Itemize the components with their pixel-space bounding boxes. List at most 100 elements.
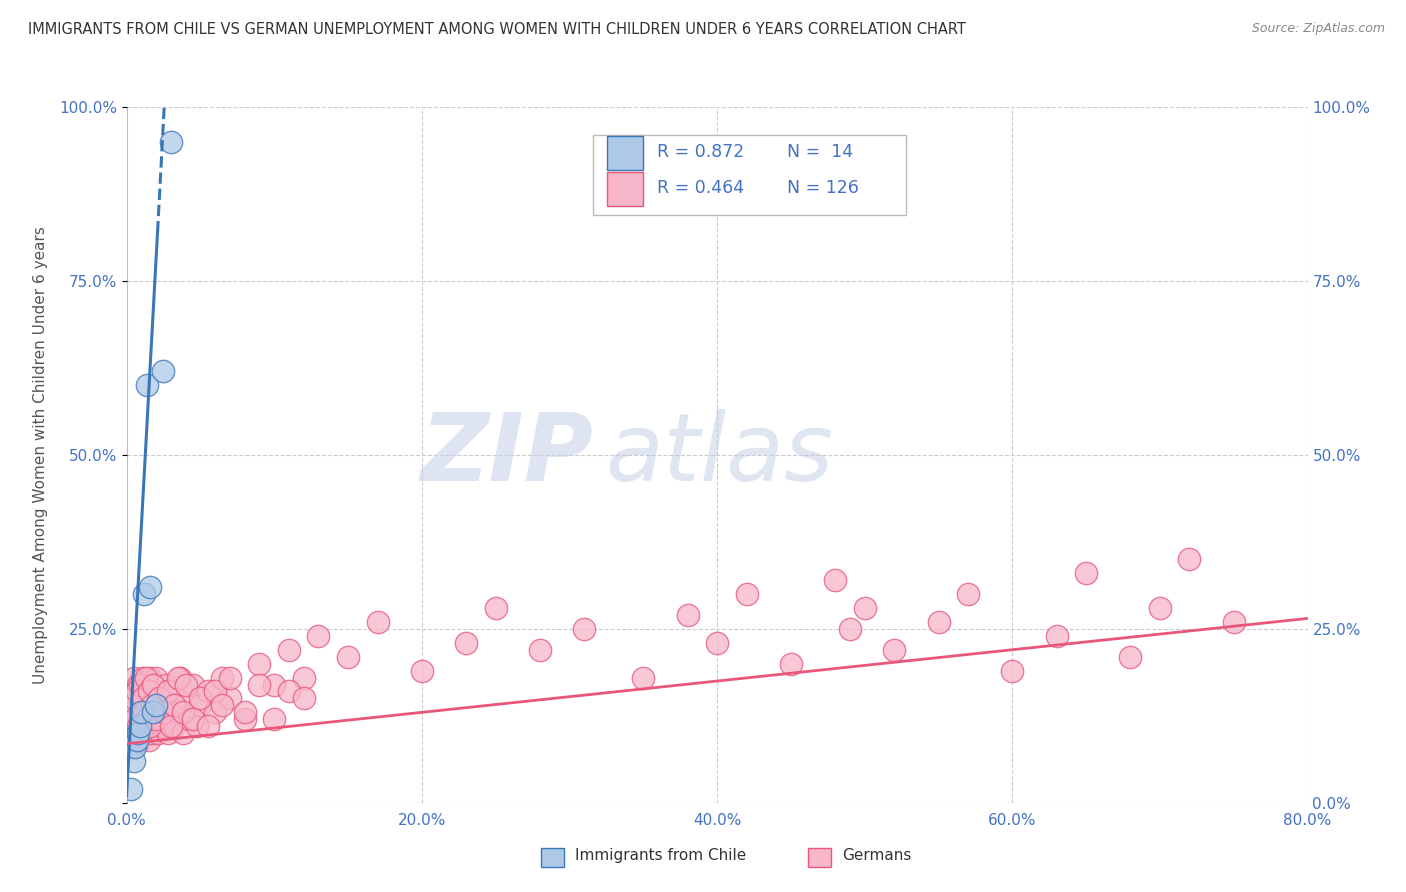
Point bbox=[145, 712, 167, 726]
Point bbox=[278, 642, 301, 657]
Point bbox=[247, 677, 270, 691]
Point bbox=[138, 684, 160, 698]
Point bbox=[125, 684, 148, 698]
Point bbox=[292, 671, 315, 685]
Point bbox=[136, 719, 159, 733]
Point bbox=[204, 706, 226, 720]
Text: R = 0.872: R = 0.872 bbox=[657, 144, 744, 161]
Point bbox=[853, 601, 876, 615]
Point bbox=[124, 712, 146, 726]
Point bbox=[153, 706, 176, 720]
Text: R = 0.464: R = 0.464 bbox=[657, 179, 744, 197]
Point bbox=[127, 712, 149, 726]
Point bbox=[136, 378, 159, 392]
Point bbox=[211, 698, 233, 713]
Point bbox=[127, 726, 149, 740]
Point bbox=[307, 629, 329, 643]
Point bbox=[125, 733, 148, 747]
Point bbox=[152, 364, 174, 378]
Point bbox=[167, 706, 190, 720]
Point bbox=[1045, 629, 1069, 643]
Point bbox=[174, 677, 197, 691]
Point bbox=[124, 684, 146, 698]
Point bbox=[676, 607, 699, 622]
Point bbox=[928, 615, 950, 629]
Point bbox=[122, 706, 145, 720]
FancyBboxPatch shape bbox=[593, 135, 905, 215]
Point bbox=[172, 726, 194, 740]
Point bbox=[134, 587, 156, 601]
Point bbox=[1076, 566, 1098, 581]
Point bbox=[125, 726, 148, 740]
Point bbox=[165, 698, 187, 713]
Point bbox=[197, 684, 219, 698]
Point bbox=[263, 712, 285, 726]
Text: Germans: Germans bbox=[842, 847, 911, 863]
Point bbox=[484, 601, 508, 615]
Point bbox=[172, 706, 194, 720]
Point bbox=[145, 698, 167, 713]
Point bbox=[156, 684, 179, 698]
Point bbox=[779, 657, 801, 671]
Point bbox=[152, 706, 174, 720]
Point bbox=[211, 671, 233, 685]
Text: atlas: atlas bbox=[605, 409, 834, 500]
Point bbox=[159, 135, 183, 149]
Point bbox=[141, 691, 163, 706]
Point bbox=[159, 712, 183, 726]
Point bbox=[120, 781, 142, 796]
Point bbox=[167, 671, 190, 685]
Point bbox=[181, 677, 204, 691]
Point bbox=[177, 712, 200, 726]
Point bbox=[120, 712, 142, 726]
Point bbox=[121, 691, 143, 706]
Point bbox=[143, 719, 166, 733]
Point bbox=[135, 684, 157, 698]
Point bbox=[134, 706, 156, 720]
Point bbox=[141, 726, 163, 740]
Point bbox=[838, 622, 860, 636]
Point bbox=[139, 706, 162, 720]
Point bbox=[163, 719, 186, 733]
Point bbox=[120, 698, 142, 713]
Point bbox=[122, 691, 145, 706]
Text: Source: ZipAtlas.com: Source: ZipAtlas.com bbox=[1251, 22, 1385, 36]
Point bbox=[233, 706, 256, 720]
Point bbox=[122, 740, 145, 755]
Point bbox=[142, 706, 165, 720]
Point bbox=[956, 587, 979, 601]
Point bbox=[128, 691, 150, 706]
Point bbox=[181, 712, 204, 726]
Point bbox=[1119, 649, 1142, 664]
Point bbox=[1149, 601, 1171, 615]
Point bbox=[129, 684, 153, 698]
Point bbox=[142, 677, 165, 691]
Point bbox=[135, 671, 157, 685]
Point bbox=[139, 580, 162, 594]
Point bbox=[146, 726, 169, 740]
Y-axis label: Unemployment Among Women with Children Under 6 years: Unemployment Among Women with Children U… bbox=[32, 226, 48, 684]
Text: N = 126: N = 126 bbox=[787, 179, 859, 197]
Point bbox=[139, 719, 162, 733]
Point bbox=[132, 671, 155, 685]
Point bbox=[735, 587, 758, 601]
Point bbox=[139, 671, 162, 685]
Point bbox=[135, 712, 157, 726]
Point bbox=[529, 642, 551, 657]
Point bbox=[142, 677, 165, 691]
Point bbox=[156, 726, 179, 740]
Point bbox=[292, 691, 315, 706]
Point bbox=[148, 691, 170, 706]
Point bbox=[152, 691, 174, 706]
Point bbox=[150, 719, 173, 733]
Point bbox=[124, 719, 146, 733]
Point bbox=[125, 698, 148, 713]
Point bbox=[122, 671, 145, 685]
Point bbox=[124, 740, 146, 755]
Point bbox=[163, 698, 186, 713]
Point bbox=[263, 677, 285, 691]
Point bbox=[141, 698, 163, 713]
Point bbox=[197, 719, 219, 733]
Point bbox=[121, 726, 143, 740]
Point bbox=[204, 684, 226, 698]
